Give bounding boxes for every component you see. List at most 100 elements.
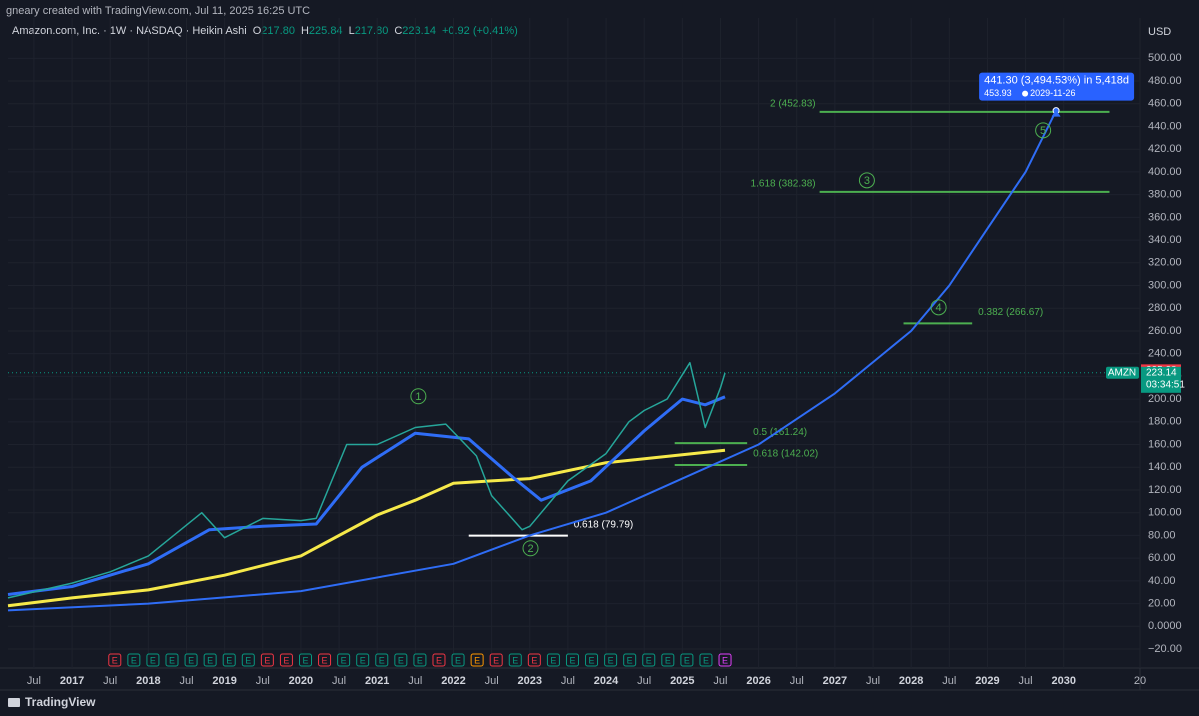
earnings-label: E [493, 655, 499, 665]
earnings-marker [184, 653, 198, 667]
earnings-marker [565, 653, 579, 667]
x-tick-label: 2023 [518, 675, 542, 687]
earnings-marker [146, 653, 160, 667]
earnings-label: E [169, 655, 175, 665]
earnings-marker [527, 653, 541, 667]
legend: Amazon.com, Inc. · 1W · NASDAQ · Heikin … [12, 25, 518, 37]
earnings-marker [241, 653, 255, 667]
earnings-marker [375, 653, 389, 667]
earnings-label: E [608, 655, 614, 665]
earnings-label: E [360, 655, 366, 665]
x-tick-label: Jul [408, 675, 422, 687]
y-tick-label: 460.00 [1148, 98, 1182, 110]
earnings-marker [604, 653, 618, 667]
y-tick-label: 80.00 [1148, 529, 1176, 541]
x-tick-label: Jul [637, 675, 651, 687]
earnings-marker [413, 653, 427, 667]
fib-label: 0.618 (142.02) [753, 449, 818, 460]
earnings-label: E [474, 655, 480, 665]
legend-text: C [394, 25, 402, 37]
x-tick-label: 20 [1134, 675, 1146, 687]
series-line [7, 361, 726, 599]
y-tick-label: 340.00 [1148, 234, 1182, 246]
price-tag-value: 223.14 [1146, 367, 1177, 378]
wave-label: 5 [1040, 125, 1046, 137]
earnings-label: E [569, 655, 575, 665]
earnings-label: E [150, 655, 156, 665]
wave-label: 1 [415, 391, 421, 403]
earnings-marker [279, 653, 293, 667]
legend-text: 217.80 [261, 25, 295, 37]
earnings-label: E [245, 655, 251, 665]
y-tick-label: 420.00 [1148, 143, 1182, 155]
y-tick-label: 120.00 [1148, 484, 1182, 496]
series-line [7, 110, 1057, 612]
fib-label: 1.618 (382.38) [751, 179, 816, 190]
wave-label: 4 [936, 302, 942, 314]
price-tag-countdown: 03:34:51 [1146, 379, 1185, 390]
y-tick-label: 320.00 [1148, 257, 1182, 269]
earnings-label: E [550, 655, 556, 665]
legend-text: L [349, 25, 355, 37]
legend-text: O [253, 25, 262, 37]
earnings-marker [337, 653, 351, 667]
wave-marker [858, 172, 875, 189]
y-tick-label: 500.00 [1148, 52, 1182, 64]
earnings-marker [165, 653, 179, 667]
y-tick-label: 20.00 [1148, 597, 1176, 609]
earnings-marker [508, 653, 522, 667]
earnings-label: E [398, 655, 404, 665]
earnings-label: E [131, 655, 137, 665]
earnings-marker [203, 653, 217, 667]
earnings-label: E [341, 655, 347, 665]
y-tick-label: 400.00 [1148, 166, 1182, 178]
wave-marker [1035, 122, 1052, 139]
x-tick-label: 2027 [823, 675, 847, 687]
earnings-label: E [112, 655, 118, 665]
target-date: 2029-11-26 [1030, 88, 1075, 98]
x-tick-label: Jul [1019, 675, 1033, 687]
fib-label: 0.618 (79.79) [574, 519, 634, 530]
target-box [979, 72, 1135, 101]
y-tick-label: 200.00 [1148, 393, 1182, 405]
x-tick-label: Jul [256, 675, 270, 687]
earnings-label: E [226, 655, 232, 665]
earnings-label: E [589, 655, 595, 665]
wave-label: 3 [864, 175, 870, 187]
legend-text: 217.80 [355, 25, 389, 37]
earnings-marker [489, 653, 503, 667]
footer-logo [8, 698, 20, 707]
x-tick-label: 2017 [60, 675, 84, 687]
y-tick-label: 300.00 [1148, 279, 1182, 291]
legend-text: H [301, 25, 309, 37]
earnings-label: E [283, 655, 289, 665]
earnings-label: E [665, 655, 671, 665]
earnings-marker [298, 653, 312, 667]
x-tick-label: Jul [713, 675, 727, 687]
earnings-marker [127, 653, 141, 667]
earnings-marker [623, 653, 637, 667]
earnings-label: E [455, 655, 461, 665]
earnings-marker [108, 653, 122, 667]
target-price: 453.93 [984, 88, 1012, 98]
y-tick-label: 280.00 [1148, 302, 1182, 314]
y-tick-label: 40.00 [1148, 575, 1176, 587]
earnings-label: E [646, 655, 652, 665]
earnings-label: E [302, 655, 308, 665]
x-tick-label: Jul [866, 675, 880, 687]
currency: USD [1148, 26, 1171, 38]
x-tick-label: Jul [942, 675, 956, 687]
earnings-marker [718, 653, 732, 667]
x-tick-label: 2022 [441, 675, 465, 687]
x-tick-label: Jul [179, 675, 193, 687]
x-tick-label: 2029 [975, 675, 999, 687]
series-line [7, 395, 726, 596]
footer-brand: TradingView [25, 695, 96, 709]
earnings-marker [451, 653, 465, 667]
earnings-label: E [722, 655, 728, 665]
x-tick-label: Jul [790, 675, 804, 687]
target-text: 441.30 (3,494.53%) in 5,418d [984, 75, 1129, 87]
x-tick-label: Jul [485, 675, 499, 687]
